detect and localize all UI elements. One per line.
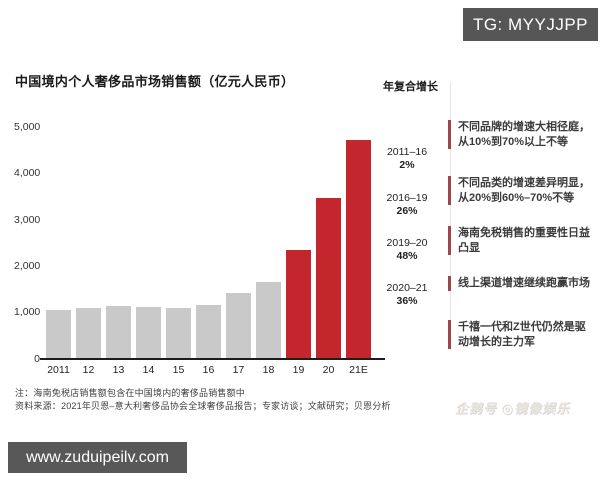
bar-chart-plot: 5,000 4,000 3,000 2,000 1,000 0 2011 12 13 14 15 16… <box>14 100 414 400</box>
y-axis-tick-label: 1,000 <box>14 306 41 319</box>
right-panel-divider <box>450 82 451 345</box>
bar-16 <box>196 305 221 359</box>
bar-18 <box>256 281 281 359</box>
x-axis-tick-label: 12 <box>82 364 95 376</box>
y-axis-tick-label: 4,000 <box>14 167 41 180</box>
bar-2011 <box>46 309 71 359</box>
tg-contact-badge: TG: MYYJJPP <box>463 8 598 41</box>
cagr-column: 2011–16 2% 2016–19 26% 2019–20 48% 2020–21 36% <box>378 0 436 480</box>
publisher-watermark: 企鹅号 ◎镜像娱乐 <box>455 401 570 416</box>
cagr-value: 36% <box>396 295 418 307</box>
cagr-period: 2016–19 <box>386 192 428 204</box>
bar-15 <box>166 308 191 359</box>
cagr-entry: 2020–21 36% <box>378 282 436 308</box>
bar-20 <box>316 198 341 359</box>
y-axis-tick-label: 3,000 <box>14 213 41 226</box>
cagr-period: 2020–21 <box>386 282 428 294</box>
bar-14 <box>136 306 161 359</box>
x-axis-line <box>40 358 385 360</box>
cagr-entry: 2016–19 26% <box>378 192 436 218</box>
site-url-text: www.zuduipeilv.com <box>26 448 169 466</box>
source-note: 资料来源：2021年贝恩–意大利奢侈品协会全球奢侈品报告；专家访谈；文献研究；贝… <box>15 401 391 411</box>
chart-title: 中国境内个人奢侈品市场销售额（亿元人民币） <box>15 74 295 89</box>
x-axis-tick-label: 21E <box>349 364 368 376</box>
site-url-badge: www.zuduipeilv.com <box>8 442 187 473</box>
x-axis-tick-label: 17 <box>232 364 245 376</box>
cagr-value: 26% <box>396 205 418 217</box>
x-axis-tick-label: 20 <box>322 364 335 376</box>
insight-item: 千禧一代和Z世代仍然是驱动增长的主力军 <box>448 320 596 349</box>
y-axis-tick-label: 5,000 <box>14 121 41 133</box>
cagr-value: 2% <box>399 159 415 171</box>
x-axis-tick-label: 13 <box>112 364 125 376</box>
x-axis-tick-label: 16 <box>202 364 215 376</box>
cagr-period: 2019–20 <box>386 237 428 249</box>
y-axis-tick-label: 2,000 <box>14 259 41 272</box>
y-axis-tick-label: 0 <box>34 352 40 365</box>
x-axis-tick-label: 19 <box>292 364 305 376</box>
cagr-column-header: 年复合增长 <box>383 81 438 93</box>
insight-item: 线上渠道增速继续跑赢市场 <box>448 276 596 291</box>
insight-item: 不同品类的增速差异明显，从20%到60%–70%不等 <box>448 176 596 205</box>
cagr-entry: 2011–16 2% <box>378 146 436 172</box>
footnote: 注：海南免税店销售额包含在中国境内的奢侈品销售额中 <box>15 388 246 398</box>
insight-item: 不同品牌的增速大相径庭，从10%到70%以上不等 <box>448 120 596 149</box>
bar-13 <box>106 306 131 359</box>
x-axis-tick-label: 14 <box>142 364 155 376</box>
x-axis-tick-label: 15 <box>172 364 185 376</box>
bar-21E <box>346 140 371 359</box>
x-axis-tick-label: 2011 <box>47 364 70 376</box>
cagr-value: 48% <box>396 250 418 262</box>
insights-panel: 不同品牌的增速大相径庭，从10%到70%以上不等 不同品类的增速差异明显，从20%… <box>448 0 598 480</box>
cagr-entry: 2019–20 48% <box>378 237 436 263</box>
bar-12 <box>76 307 101 359</box>
tg-contact-text: TG: MYYJJPP <box>472 14 589 34</box>
bar-19 <box>286 250 311 359</box>
insight-item: 海南免税销售的重要性日益凸显 <box>448 226 596 255</box>
cagr-period: 2011–16 <box>386 146 428 158</box>
bar-17 <box>226 292 251 359</box>
x-axis-tick-label: 18 <box>262 364 275 376</box>
